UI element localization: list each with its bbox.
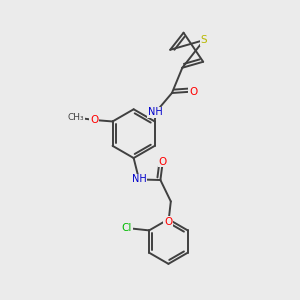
Text: NH: NH xyxy=(148,107,163,117)
Text: O: O xyxy=(189,86,197,97)
Text: O: O xyxy=(90,115,98,125)
Text: S: S xyxy=(201,35,207,45)
Text: O: O xyxy=(159,157,167,166)
Text: CH₃: CH₃ xyxy=(68,113,85,122)
Text: O: O xyxy=(164,217,172,227)
Text: Cl: Cl xyxy=(122,223,132,233)
Text: NH: NH xyxy=(132,174,146,184)
